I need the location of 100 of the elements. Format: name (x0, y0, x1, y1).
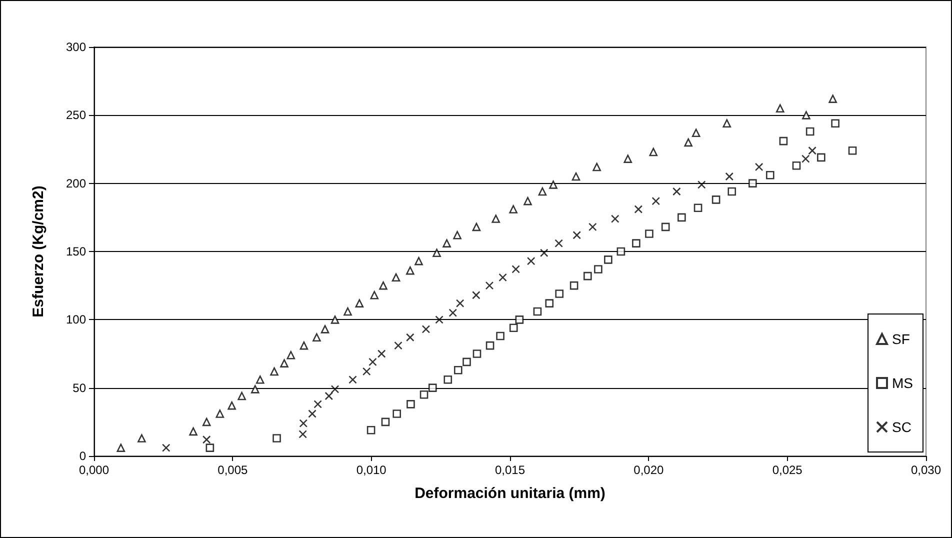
point (414, 256, 423, 266)
point (492, 214, 500, 223)
point (472, 350, 482, 358)
point (286, 350, 296, 360)
point (645, 230, 654, 238)
point (526, 256, 536, 266)
y-tick-label: 200 (66, 176, 86, 190)
point (370, 290, 379, 300)
legend-label: SC (892, 419, 912, 435)
point (554, 239, 563, 248)
point (649, 148, 658, 156)
point (298, 430, 307, 438)
point (817, 153, 826, 162)
point (661, 222, 670, 232)
y-tick-label: 300 (66, 40, 86, 54)
y-tick-label: 50 (72, 380, 86, 395)
point (355, 299, 364, 308)
point (392, 273, 400, 282)
point (792, 161, 801, 170)
legend-label: MS (892, 375, 913, 391)
y-tick-label: 150 (66, 244, 86, 258)
point (672, 187, 681, 196)
point (509, 205, 518, 214)
point (453, 230, 462, 240)
point (189, 427, 198, 436)
point (725, 172, 734, 181)
y-tick-label: 250 (66, 108, 86, 122)
point (485, 281, 494, 290)
point (678, 213, 686, 222)
point (228, 401, 236, 410)
point (206, 444, 214, 452)
y-tick-label: 0 (79, 449, 86, 463)
point (472, 222, 481, 232)
point (442, 239, 451, 248)
x-tick-label: 0,000 (78, 463, 110, 477)
point (545, 299, 554, 308)
point (406, 266, 414, 275)
y-tick-label: 100 (66, 312, 86, 327)
point (238, 392, 246, 400)
point (435, 316, 444, 324)
point (694, 204, 702, 212)
point (692, 128, 700, 138)
x-tick-label: 0,020 (634, 463, 664, 477)
point (462, 358, 471, 366)
point (584, 272, 592, 280)
point (138, 434, 146, 442)
x-tick-label: 0,005 (218, 463, 248, 477)
point (540, 248, 548, 258)
point (256, 376, 264, 384)
point (722, 119, 732, 128)
point (831, 119, 840, 128)
point (808, 146, 816, 155)
point (572, 172, 580, 181)
point (250, 385, 260, 394)
point (324, 392, 334, 400)
point (697, 180, 706, 189)
point (802, 111, 810, 120)
point (632, 239, 640, 248)
x-tick-label: 0,015 (494, 463, 526, 477)
point (634, 205, 643, 214)
point (592, 162, 601, 172)
point (486, 341, 494, 350)
point (572, 230, 581, 240)
point (312, 333, 321, 342)
point (377, 350, 386, 358)
point (684, 138, 692, 147)
point (748, 179, 757, 188)
point (454, 366, 462, 374)
point (848, 146, 857, 155)
point (806, 127, 814, 136)
point (116, 444, 126, 452)
point (533, 307, 542, 316)
x-tick-label: 0,025 (772, 463, 803, 477)
point (428, 384, 437, 392)
point (555, 290, 564, 298)
point (509, 324, 518, 332)
point (604, 256, 612, 264)
point (381, 418, 390, 426)
point (524, 196, 532, 206)
point (270, 367, 278, 376)
point (299, 419, 308, 428)
point (406, 400, 415, 408)
x-tick-label: 0,030 (910, 463, 942, 477)
point (448, 308, 458, 317)
point (420, 390, 428, 399)
legend-label: SF (892, 331, 910, 347)
point (366, 426, 376, 434)
point (828, 94, 837, 103)
point (754, 162, 764, 172)
point (728, 187, 736, 196)
point (202, 435, 211, 444)
point (652, 196, 660, 206)
point (368, 358, 377, 366)
point (362, 367, 371, 376)
point (406, 333, 414, 342)
point (515, 316, 524, 324)
point (330, 385, 340, 394)
point (348, 376, 357, 384)
point (549, 180, 558, 189)
point (610, 214, 620, 223)
